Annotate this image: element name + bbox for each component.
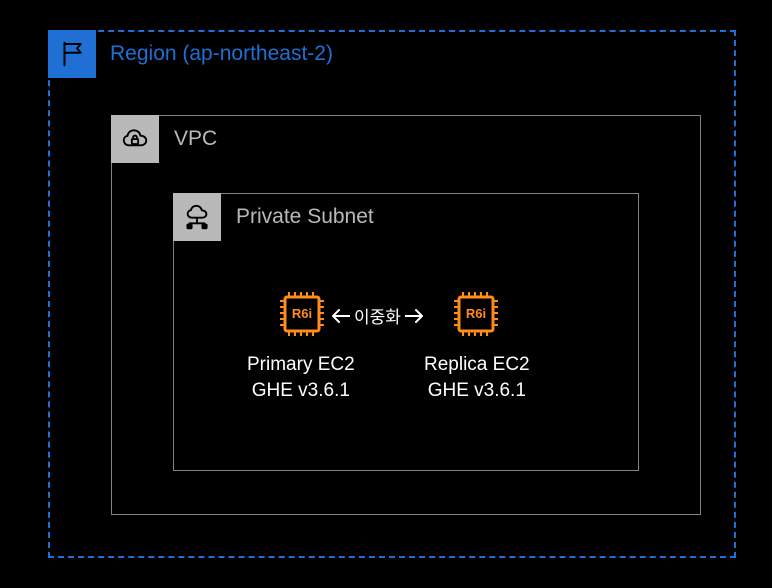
flag-icon: [48, 30, 96, 78]
arrow-right-icon: [405, 307, 425, 325]
ec2-primary-title: Primary EC2: [247, 354, 355, 375]
cloud-lock-icon: [111, 115, 159, 163]
redundancy-link: 이중화: [330, 303, 425, 328]
subnet-label: Private Subnet: [236, 205, 374, 229]
vpc-label: VPC: [174, 127, 217, 151]
ec2-primary-subtitle: GHE v3.6.1: [252, 380, 350, 401]
region-label: Region (ap-northeast-2): [110, 42, 333, 66]
cloud-network-icon: [173, 193, 221, 241]
ec2-replica-subtitle: GHE v3.6.1: [428, 380, 526, 401]
svg-text:R6i: R6i: [466, 306, 486, 321]
ec2-chip-replica: R6i: [452, 290, 500, 338]
subnet-box: [173, 193, 639, 471]
arrow-left-icon: [330, 307, 350, 325]
ec2-primary-label: Primary EC2 GHE v3.6.1: [247, 352, 355, 403]
ec2-replica-label: Replica EC2 GHE v3.6.1: [424, 352, 530, 403]
ec2-replica-title: Replica EC2: [424, 354, 530, 375]
link-label: 이중화: [350, 303, 405, 328]
ec2-chip-primary: R6i: [278, 290, 326, 338]
svg-text:R6i: R6i: [292, 306, 312, 321]
